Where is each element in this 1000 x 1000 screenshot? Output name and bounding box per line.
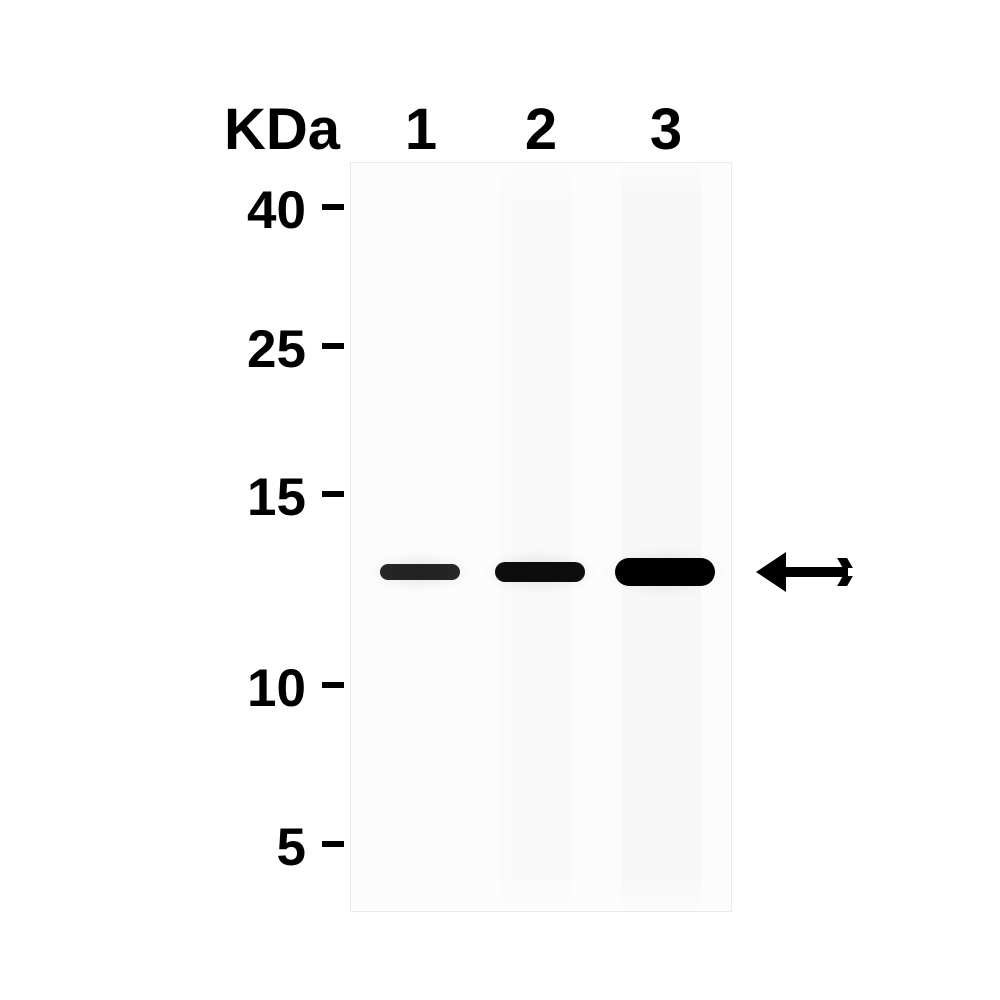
marker-label-40: 40: [206, 180, 306, 241]
band-lane1: [380, 564, 460, 580]
band-lane2: [495, 562, 585, 582]
marker-label-15: 15: [206, 467, 306, 528]
band-lane3: [615, 558, 715, 586]
marker-tick-5: [322, 841, 344, 847]
marker-label-5: 5: [206, 817, 306, 878]
membrane-noise-lane2: [501, 163, 571, 911]
blot-membrane: [350, 162, 732, 912]
marker-tick-25: [322, 343, 344, 349]
arrow-shaft-icon: [784, 567, 848, 577]
arrow-head-icon: [756, 552, 786, 592]
lane-label-1: 1: [386, 96, 456, 163]
marker-tick-10: [322, 682, 344, 688]
marker-tick-40: [322, 204, 344, 210]
band-arrow-icon: [756, 548, 852, 596]
kda-unit-label: KDa: [210, 96, 340, 163]
marker-label-25: 25: [206, 319, 306, 380]
lane-label-3: 3: [631, 96, 701, 163]
western-blot-figure: KDa 1 2 3 40 25 15 10 5: [0, 0, 1000, 1000]
lane-label-2: 2: [506, 96, 576, 163]
arrow-tail-bottom-icon: [837, 576, 853, 586]
membrane-noise-lane3: [621, 163, 701, 911]
marker-label-10: 10: [206, 658, 306, 719]
marker-tick-15: [322, 491, 344, 497]
